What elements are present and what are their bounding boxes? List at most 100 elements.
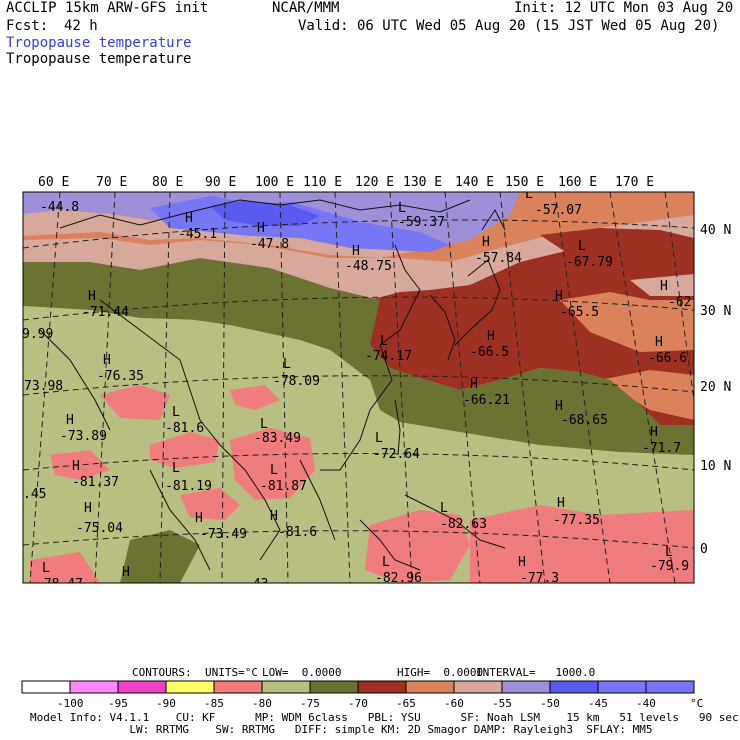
extremum-value: -75.04 xyxy=(76,521,123,536)
extremum-value: 73.98 xyxy=(24,379,63,394)
extremum-value: -77.3 xyxy=(520,571,559,586)
extremum-type: L xyxy=(172,405,180,420)
legend-tick: -90 xyxy=(156,697,176,710)
extremum-value: -68.65 xyxy=(561,413,608,428)
lat-label: 30 N xyxy=(700,304,731,319)
forecast-hours: 42 h xyxy=(64,18,98,34)
legend-tick: -50 xyxy=(540,697,560,710)
extremum-type: L xyxy=(440,501,448,516)
extremum-value: -81.87 xyxy=(260,479,307,494)
contours-label: CONTOURS: xyxy=(132,666,192,679)
extremum-type: L xyxy=(380,334,388,349)
legend-swatch xyxy=(645,680,695,694)
extremum-type: H xyxy=(555,289,563,304)
extremum-type: L xyxy=(525,187,533,202)
map-field xyxy=(23,192,694,583)
extremum-type: L xyxy=(578,239,586,254)
legend-swatch xyxy=(549,680,599,694)
lat-label: 10 N xyxy=(700,459,731,474)
extremum-value: -66.21 xyxy=(463,393,510,408)
extremum-type: H xyxy=(185,211,193,226)
lon-label: 170 E xyxy=(615,175,654,190)
lon-label: 120 E xyxy=(355,175,394,190)
model-info-line2: LW: RRTMG SW: RRTMG DIFF: simple KM: 2D … xyxy=(30,723,653,736)
extremum-type: H xyxy=(84,501,92,516)
extremum-type: L xyxy=(42,561,50,576)
extremum-value: -57.07 xyxy=(535,203,582,218)
extremum-value: -66.5 xyxy=(470,345,509,360)
extremum-value: -81.6 xyxy=(165,421,204,436)
extremum-value: 9.99 xyxy=(22,327,53,342)
extremum-type: H xyxy=(650,425,658,440)
extremum-type: H xyxy=(88,289,96,304)
legend-colorbar xyxy=(21,680,695,694)
extremum-value: -57.84 xyxy=(475,251,522,266)
extremum-type: H xyxy=(655,335,663,350)
legend-tick: -40 xyxy=(636,697,656,710)
extremum-value: -81.19 xyxy=(165,479,212,494)
lon-label: 140 E xyxy=(455,175,494,190)
legend-tick: -55 xyxy=(492,697,512,710)
legend-swatch xyxy=(117,680,167,694)
lon-label: 70 E xyxy=(96,175,127,190)
lon-label: 80 E xyxy=(152,175,183,190)
extremum-value: -81.6 xyxy=(278,525,317,540)
extremum-type: L xyxy=(283,357,291,372)
legend-swatch xyxy=(69,680,119,694)
variable-title-colored: Tropopause temperature xyxy=(6,35,192,51)
extremum-type: L xyxy=(398,201,406,216)
organization: NCAR/MMM xyxy=(272,0,340,16)
extremum-type: L xyxy=(375,431,383,446)
extremum-value: -76.35 xyxy=(97,369,144,384)
coastlines xyxy=(39,199,506,571)
legend-tick: -85 xyxy=(204,697,224,710)
extremum-type: H xyxy=(470,377,478,392)
extremum-type: H xyxy=(518,555,526,570)
extremum-value: .45 xyxy=(23,487,46,502)
graticule xyxy=(23,192,694,583)
legend-tick: -60 xyxy=(444,697,464,710)
extremum-type: H xyxy=(482,235,490,250)
legend-swatch xyxy=(165,680,215,694)
extremum-value: -83.49 xyxy=(254,431,301,446)
legend-swatch xyxy=(597,680,647,694)
extremum-value: -78.47 xyxy=(36,577,83,592)
extremum-value: -44.8 xyxy=(40,200,79,215)
extremum-value: -71.7 xyxy=(642,441,681,456)
extremum-value: -73.89 xyxy=(60,429,107,444)
extremum-value: -67.79 xyxy=(566,255,613,270)
lat-label: 40 N xyxy=(700,223,731,238)
extremum-value: -65.5 xyxy=(560,305,599,320)
model-info-line1: Model Info: V4.1.1 CU: KF MP: WDM 6class… xyxy=(30,711,739,724)
contours-units: UNITS=°C xyxy=(205,666,258,679)
legend-tick: -45 xyxy=(588,697,608,710)
longitude-labels: 60 E 70 E 80 E 90 E 100 E 110 E 120 E 13… xyxy=(38,175,654,190)
extremum-type: H xyxy=(122,565,130,580)
extremum-value: -74.17 xyxy=(365,349,412,364)
extremum-value: -73.49 xyxy=(200,527,247,542)
legend-swatch xyxy=(501,680,551,694)
extremum-value: -47.8 xyxy=(250,237,289,252)
legend-tick: -80 xyxy=(252,697,272,710)
extremum-type: L xyxy=(382,555,390,570)
extremum-type: H xyxy=(270,509,278,524)
extremum-type: L xyxy=(172,461,180,476)
init-time: Init: 12 UTC Mon 03 Aug 20 xyxy=(514,0,734,16)
variable-title: Tropopause temperature xyxy=(6,51,192,67)
extremum-type: H xyxy=(557,496,565,511)
contours-low: LOW= 0.0000 xyxy=(262,666,342,679)
legend-tick: -75 xyxy=(300,697,320,710)
extremum-type: H xyxy=(103,353,111,368)
extremum-type: H xyxy=(72,459,80,474)
legend-tick: -65 xyxy=(396,697,416,710)
extremum-value: -72.64 xyxy=(373,447,420,462)
extremum-value: -66.6 xyxy=(648,351,687,366)
extremum-value: -78.09 xyxy=(273,374,320,389)
contours-high: HIGH= 0.0000 xyxy=(397,666,484,679)
latitude-labels: 40 N 30 N 20 N 10 N 0 xyxy=(700,223,731,557)
contours-interval: INTERVAL= 1000.0 xyxy=(476,666,596,679)
lon-label: 160 E xyxy=(558,175,597,190)
valid-time: Valid: 06 UTC Wed 05 Aug 20 (15 JST Wed … xyxy=(298,18,720,34)
extremum-value: -43 xyxy=(245,577,268,592)
legend-tick: -95 xyxy=(108,697,128,710)
